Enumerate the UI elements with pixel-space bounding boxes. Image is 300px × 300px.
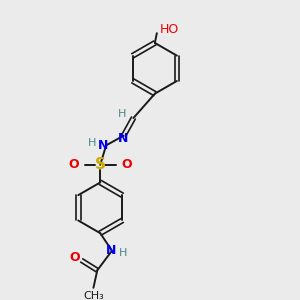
Text: N: N: [106, 244, 116, 257]
Text: H: H: [118, 109, 126, 119]
Text: CH₃: CH₃: [83, 291, 104, 300]
Text: O: O: [121, 158, 132, 171]
Text: HO: HO: [160, 23, 179, 36]
Text: N: N: [98, 139, 108, 152]
Text: N: N: [118, 132, 128, 145]
Text: O: O: [70, 251, 80, 264]
Text: H: H: [88, 138, 97, 148]
Text: H: H: [118, 248, 127, 258]
Text: S: S: [95, 158, 106, 172]
Text: O: O: [69, 158, 79, 171]
